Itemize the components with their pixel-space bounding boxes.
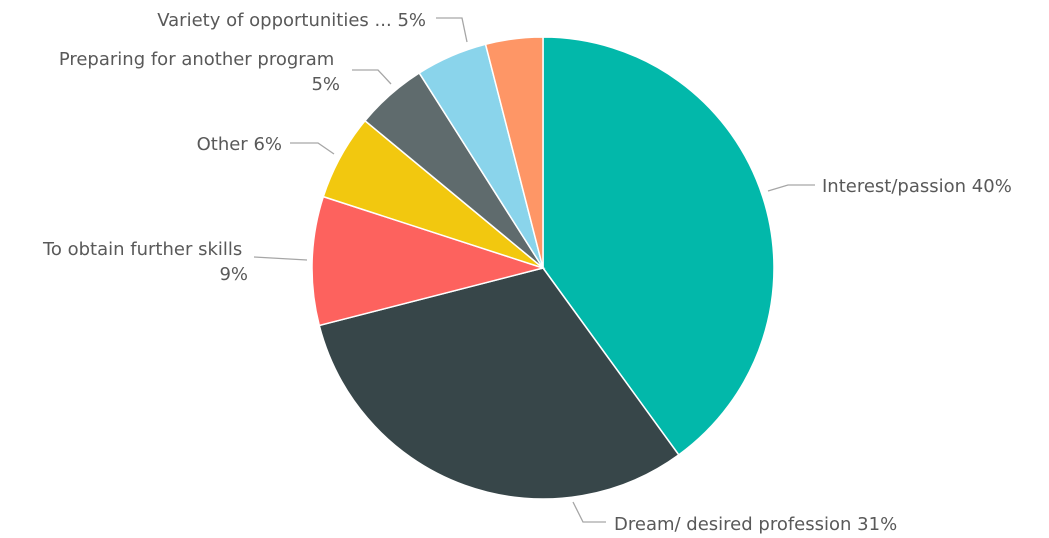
pie-slice-7 [484,36,544,269]
label-dream-name: Dream/ desired profession [614,514,851,535]
pie-slices [311,36,775,500]
label-other: Other 6% [197,134,282,155]
label-skills-name: To obtain further skills [42,239,242,260]
label-dream-pct: 31% [857,514,897,535]
label-interest-pct: 40% [972,176,1012,197]
label-interest-name: Interest/passion [822,176,966,197]
label-other-pct: 6% [253,134,282,155]
label-dream: Dream/ desired profession 31% [614,514,897,535]
label-variety: Variety of opportunities ... 5% [157,10,426,31]
pie-slice-2 [318,267,680,500]
label-preparing: Preparing for another program 5% [59,49,340,95]
leader-line-skills [253,256,308,261]
label-other-name: Other [197,134,249,155]
pie-slice-3 [311,195,546,327]
leader-line-variety [436,17,468,43]
label-variety-pct: 5% [397,10,426,31]
label-skills-pct: 9% [219,264,248,285]
label-preparing-pct: 5% [311,74,340,95]
label-preparing-name: Preparing for another program [59,49,334,70]
leader-line-other [290,142,335,155]
pie-slice-1 [542,36,775,456]
leader-line-interest [767,184,815,192]
leader-line-preparing [352,69,392,85]
label-skills: To obtain further skills 9% [42,239,248,285]
label-interest: Interest/passion 40% [822,176,1012,197]
label-variety-name: Variety of opportunities ... [157,10,391,31]
leader-line-dream [572,501,606,523]
